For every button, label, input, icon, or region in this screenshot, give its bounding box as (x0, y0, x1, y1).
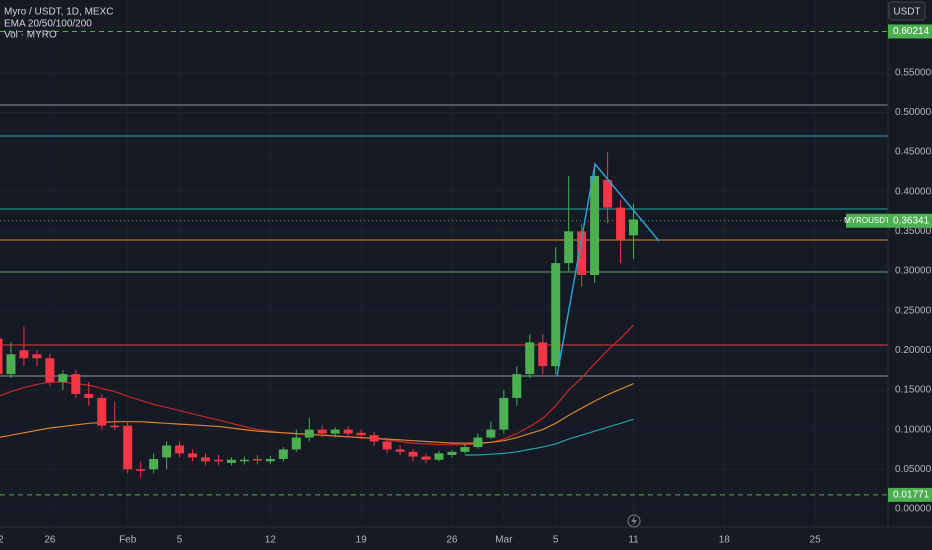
price-tag-label: 0.36341 (893, 215, 930, 226)
price-tag-label: 0.60214 (893, 26, 930, 37)
y-tick-label: 0.00000 (895, 504, 932, 515)
x-tick-label: 5 (177, 535, 183, 546)
x-tick-label: 19 (356, 535, 368, 546)
y-tick-label: 0.50000 (895, 107, 932, 118)
y-tick-label: 0.10000 (895, 424, 932, 435)
candle-body (499, 397, 509, 430)
price-tag (888, 487, 932, 502)
candle-body (551, 263, 561, 367)
candle-body (460, 447, 470, 452)
candle-body (58, 374, 68, 383)
candle-body (123, 425, 133, 470)
symbol-tag-label: MYROUSDT (844, 216, 890, 225)
candle-body (71, 374, 81, 394)
y-tick-label: 0.05000 (895, 464, 932, 475)
candle-body (603, 179, 613, 208)
indicator-label: EMA 20/50/100/200 (4, 19, 92, 30)
candle-body (330, 429, 340, 434)
candle-body (616, 207, 626, 240)
candle-body (252, 458, 262, 461)
symbol-title: Myro / USDT, 1D, MEXC (4, 7, 113, 18)
symbol-tag (846, 213, 888, 228)
candle-body (110, 425, 120, 428)
x-tick-label: 26 (44, 535, 56, 546)
candle-body (473, 437, 483, 448)
candle-body (19, 350, 29, 359)
x-tick-label: Feb (119, 535, 137, 546)
candle-body (434, 453, 444, 460)
y-tick-label: 0.35000 (895, 226, 932, 237)
candle-body (136, 469, 146, 471)
y-tick-label: 0.45000 (895, 147, 932, 158)
candle-body (84, 393, 94, 398)
indicator-label: Vol · MYRO (4, 30, 57, 41)
candle-body (369, 435, 379, 442)
candle-body (590, 175, 600, 275)
candle-body (525, 342, 535, 375)
candle-body (304, 429, 314, 438)
currency-button[interactable] (888, 1, 926, 21)
x-tick-label: 12 (265, 535, 277, 546)
ema-line (464, 418, 634, 456)
candle-body (447, 451, 457, 455)
y-tick-label: 0.25000 (895, 305, 932, 316)
candle-body (188, 453, 198, 458)
candle-body (162, 445, 172, 458)
x-tick-label: 11 (628, 535, 639, 546)
candle-body (512, 374, 522, 398)
y-tick-label: 0.40000 (895, 186, 932, 197)
y-tick-label: 0.15000 (895, 385, 932, 396)
candle-body (421, 456, 431, 460)
candle-body (629, 219, 639, 236)
x-tick-label: 26 (446, 535, 458, 546)
x-tick-label: 22 (0, 535, 4, 546)
y-tick-label: 0.30000 (895, 266, 932, 277)
candle-body (382, 441, 392, 450)
candle-body (538, 342, 548, 367)
candle-body (6, 354, 16, 375)
candle-body (175, 445, 185, 454)
price-tag-label: 0.01771 (893, 490, 930, 501)
candle-body (408, 451, 418, 457)
candle-body (356, 432, 366, 436)
candle-body (226, 459, 236, 463)
candle-body (239, 459, 249, 462)
levels (0, 30, 888, 496)
x-tick-label: Mar (495, 535, 513, 546)
currency-button-label[interactable]: USDT (893, 7, 920, 18)
events-icon-bolt (631, 516, 637, 526)
candle-body (213, 459, 223, 462)
price-tag (888, 213, 932, 228)
trend-drawing (556, 162, 660, 377)
y-tick-label: 0.20000 (895, 345, 932, 356)
events-icon[interactable] (627, 514, 641, 528)
candle-body (265, 458, 275, 462)
candles (0, 152, 639, 478)
candle-body (564, 231, 574, 264)
candle-body (0, 338, 3, 375)
candle-body (32, 354, 42, 359)
candle-body (45, 358, 55, 383)
candle-body (201, 457, 211, 462)
x-tick-label: 18 (719, 535, 731, 546)
x-tick-label: 5 (553, 535, 559, 546)
candle-body (149, 458, 159, 470)
y-tick-label: 0.55000 (895, 67, 932, 78)
candle-body (577, 231, 587, 275)
x-tick-label: 25 (810, 535, 822, 546)
axes: 0.00000 0.05000 0.10000 0.15000 0.20000 0.250… (0, 24, 932, 546)
candle-body (97, 397, 107, 426)
candle-body (343, 429, 353, 434)
candle-body (395, 449, 405, 452)
price-tag (888, 24, 932, 39)
candle-body (291, 437, 301, 450)
candle-body (486, 429, 496, 438)
candle-body (278, 449, 288, 459)
candle-body (317, 429, 327, 434)
